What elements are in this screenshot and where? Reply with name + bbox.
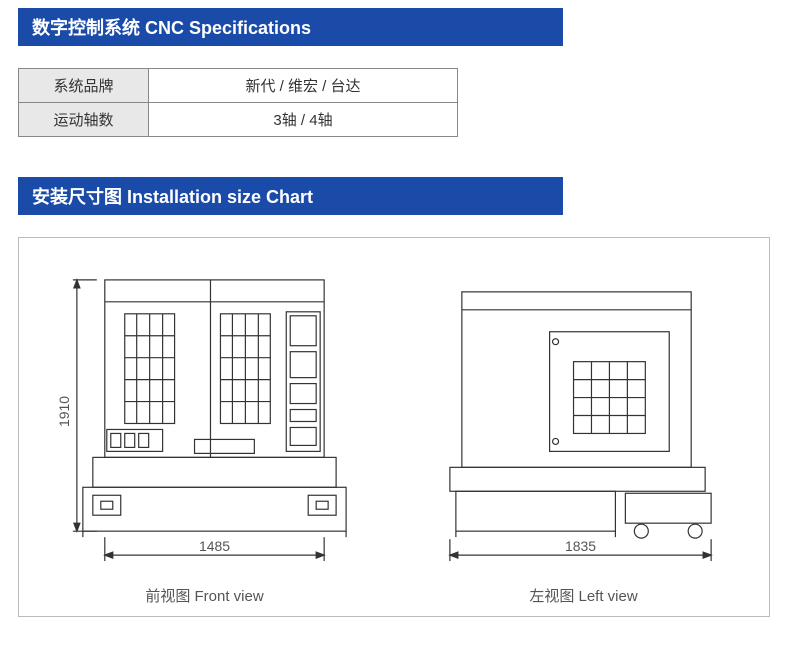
front-view-drawing: 1910 bbox=[35, 256, 374, 577]
left-view-drawing: 1835 bbox=[414, 256, 753, 577]
front-height-dim: 1910 bbox=[56, 396, 72, 427]
front-view-caption: 前视图 Front view bbox=[145, 585, 263, 606]
spec-value: 新代 / 维宏 / 台达 bbox=[149, 69, 458, 103]
left-view-caption: 左视图 Left view bbox=[529, 585, 637, 606]
section-header-install: 安装尺寸图 Installation size Chart bbox=[18, 177, 563, 215]
table-row: 运动轴数 3轴 / 4轴 bbox=[19, 103, 458, 137]
spec-value: 3轴 / 4轴 bbox=[149, 103, 458, 137]
install-diagram-frame: 1910 bbox=[18, 237, 770, 617]
section-header-cnc: 数字控制系统 CNC Specifications bbox=[18, 8, 563, 46]
left-view-panel: 1835 左视图 Left view bbox=[414, 256, 753, 606]
cnc-spec-table: 系统品牌 新代 / 维宏 / 台达 运动轴数 3轴 / 4轴 bbox=[18, 68, 458, 137]
left-width-dim: 1835 bbox=[565, 538, 596, 554]
table-row: 系统品牌 新代 / 维宏 / 台达 bbox=[19, 69, 458, 103]
spec-label: 系统品牌 bbox=[19, 69, 149, 103]
front-view-panel: 1910 bbox=[35, 256, 374, 606]
front-width-dim: 1485 bbox=[199, 538, 230, 554]
spec-label: 运动轴数 bbox=[19, 103, 149, 137]
